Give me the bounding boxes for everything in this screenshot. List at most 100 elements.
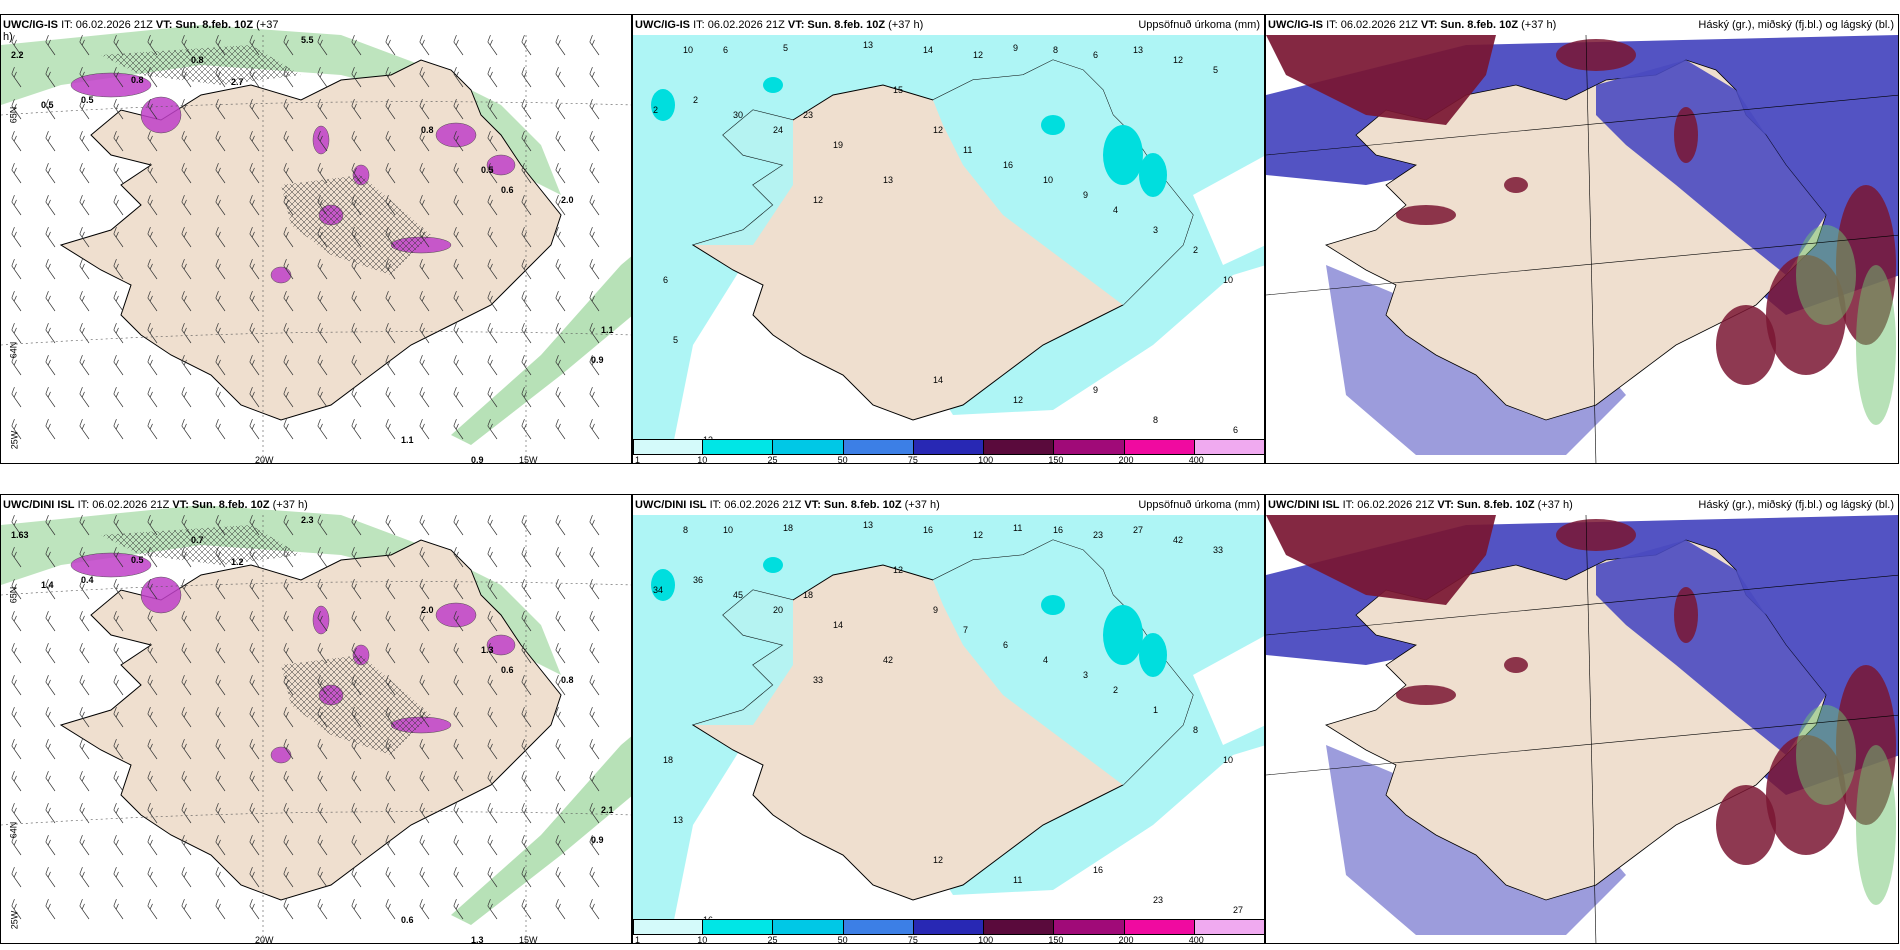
wind-barb [453, 707, 464, 728]
wind-barb [419, 387, 430, 408]
precip-value-label: 10 [1223, 755, 1234, 765]
wind-barb [487, 131, 498, 152]
colorbar-swatch [1124, 439, 1195, 455]
wind-value-label: 1.3 [471, 935, 484, 944]
precip-value-label: 16 [1093, 865, 1104, 875]
wind-barb [181, 99, 192, 120]
precip-value-label: 23 [1153, 895, 1164, 905]
wind-barb [45, 195, 56, 216]
heavy-precip-cell [651, 89, 675, 121]
wind-barb [283, 131, 294, 152]
high-cloud-cell [1396, 205, 1456, 225]
precip-value-label: 33 [1213, 545, 1224, 555]
wind-barb [419, 291, 430, 312]
precip-value-label: 18 [663, 755, 674, 765]
wind-barb [555, 163, 566, 184]
wind-barb [317, 899, 328, 920]
wind-barb [147, 99, 158, 120]
wind-barb [555, 35, 566, 56]
map-canvas [633, 515, 1264, 925]
model-name: UWC/IG-IS [1268, 19, 1323, 31]
wind-value-label: 1.63 [11, 530, 29, 540]
precip-land [933, 60, 1193, 305]
init-time: IT: 06.02.2026 21Z [61, 19, 156, 31]
wind-barb [215, 355, 226, 376]
wind-barb [419, 675, 430, 696]
wind-barb [147, 515, 158, 536]
wind-barb [385, 35, 396, 56]
mid-cloud-land [1596, 60, 1826, 275]
wind-barb [249, 35, 260, 56]
wind-barb [113, 163, 124, 184]
wind-barb [453, 227, 464, 248]
wind-barb [453, 195, 464, 216]
wind-barb [113, 835, 124, 856]
colorbar-swatch [633, 919, 704, 935]
wind-barb [555, 643, 566, 664]
wind-barb [555, 515, 566, 536]
wind-barb [283, 163, 294, 184]
wind-barb [11, 707, 22, 728]
precip-value-label: 2 [653, 105, 659, 115]
colorbar-swatch [773, 919, 844, 935]
colorbar-swatch [1054, 439, 1125, 455]
wind-barb [11, 867, 22, 888]
wind-barb [521, 387, 532, 408]
wind-barb [419, 323, 430, 344]
wind-barb [181, 291, 192, 312]
wind-barb [453, 99, 464, 120]
wind-barb [215, 323, 226, 344]
snow-cell [486, 154, 516, 176]
wind-barb [351, 131, 362, 152]
wind-barb [385, 803, 396, 824]
wind-value-label: 0.4 [81, 575, 94, 585]
wind-barb [249, 195, 260, 216]
wind-value-label: 1.1 [601, 325, 614, 335]
wind-barb [487, 643, 498, 664]
dry-area [1193, 636, 1264, 745]
wind-barb [385, 515, 396, 536]
wind-barb [181, 899, 192, 920]
wind-barb [385, 675, 396, 696]
wind-barb [113, 323, 124, 344]
precip-value-label: 14 [923, 45, 934, 55]
wind-barb [215, 227, 226, 248]
wind-barb [317, 739, 328, 760]
dry-area [1193, 156, 1264, 265]
panel-dini-precip: UWC/DINI ISL IT: 06.02.2026 21Z VT: Sun.… [632, 494, 1265, 944]
wind-barb [11, 131, 22, 152]
high-cloud-cell [1504, 177, 1528, 193]
wind-value-label: 2.0 [421, 605, 434, 615]
wind-barb [147, 803, 158, 824]
wind-barb [215, 131, 226, 152]
wind-barb [45, 739, 56, 760]
wind-barb [283, 707, 294, 728]
colorbar-tick-label: 100 [978, 935, 994, 944]
axis-label-lon1: 20W [255, 935, 274, 944]
wind-barb [521, 739, 532, 760]
axis-label-lon0: 25W [9, 430, 20, 450]
map-canvas [1266, 34, 1898, 463]
wind-barb [283, 259, 294, 280]
wind-barb [11, 419, 22, 440]
snow-cell [140, 576, 182, 614]
wind-barb [181, 419, 192, 440]
precip-band [451, 736, 631, 925]
graticule-line [1266, 574, 1898, 636]
wind-barb [555, 99, 566, 120]
lead-time: (+37 h) [272, 499, 308, 511]
wind-barb [215, 771, 226, 792]
wind-barb [453, 35, 464, 56]
wind-value-label: 0.6 [501, 185, 514, 195]
wind-barb [147, 547, 158, 568]
wind-barb [147, 643, 158, 664]
colorbar-swatch [984, 919, 1055, 935]
wind-barb [419, 227, 430, 248]
wind-barb [453, 355, 464, 376]
precip-value-label: 8 [1153, 415, 1159, 425]
graticule-line [1585, 514, 1597, 943]
wind-barb [181, 547, 192, 568]
init-time: IT: 06.02.2026 21Z [709, 499, 805, 511]
wind-barb [11, 515, 22, 536]
wind-barb [589, 67, 600, 88]
